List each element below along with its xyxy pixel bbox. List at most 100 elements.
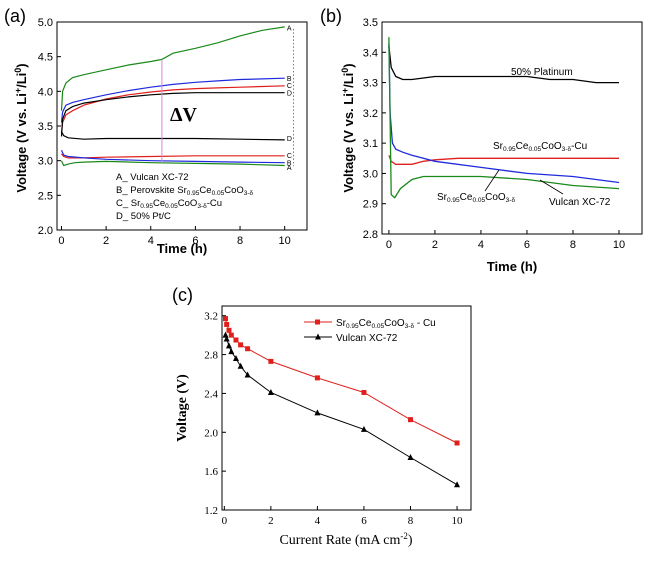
- b-ytick-label-5: 3.3: [363, 78, 378, 90]
- a-series-5-c: [61, 153, 285, 159]
- legend-a-item-a: A_ Vulcan XC-72: [116, 172, 189, 183]
- c-point-1-7: [267, 388, 274, 395]
- c-point-1-9: [360, 425, 367, 432]
- b-ytick-label-3: 3.1: [363, 138, 378, 150]
- b-ytick-label-7: 3.5: [363, 17, 378, 29]
- a-xtick-label-1: 2: [103, 235, 109, 247]
- a-xtick-label-5: 10: [279, 235, 291, 247]
- a-ytick-label-1: 2.5: [38, 190, 53, 202]
- c-point-0-10: [407, 417, 413, 423]
- panel-a-ylabel: Voltage (V vs. Li+/Li0): [13, 63, 29, 192]
- c-series-line-1: [225, 334, 458, 486]
- b-series-0-50-platinum: [388, 46, 619, 84]
- delta-v-annotation: ΔV: [170, 104, 198, 126]
- legend-c-red-marker: [315, 319, 320, 325]
- c-point-1-5: [237, 362, 244, 369]
- label-sr: Sr0.95Ce0.05CoO3-δ: [437, 192, 515, 204]
- c-point-0-0: [222, 316, 228, 322]
- a-ytick-label-4: 4.0: [38, 86, 53, 98]
- c-xtick-label-2: 4: [315, 515, 321, 527]
- label-50-platinum: 50% Platinum: [511, 67, 573, 78]
- c-point-1-2: [225, 342, 232, 349]
- b-xtick-label-0: 0: [386, 239, 392, 251]
- panel-a-xlabel: Time (h): [157, 241, 207, 256]
- panel-c-legend: Sr0.95Ce0.05CoO3-δ - Cu Vulcan XC-72: [304, 318, 436, 344]
- b-ytick-label-1: 2.9: [363, 199, 378, 211]
- legend-c-sr-cu: Sr0.95Ce0.05CoO3-δ - Cu: [336, 318, 436, 330]
- a-xtick-label-4: 8: [237, 235, 243, 247]
- b-xtick-label-5: 10: [613, 239, 625, 251]
- label-vulcan: Vulcan XC-72: [549, 197, 611, 208]
- a-end-label-3: D: [287, 91, 292, 98]
- legend-a-item-b: B_ Perovskite Sr0.95Ce0.05CoO3-δ: [116, 185, 254, 197]
- a-ytick-label-2: 3.0: [38, 156, 53, 168]
- a-end-label-5: C: [287, 153, 292, 160]
- a-end-label-1: B: [287, 76, 292, 83]
- a-series-7-a: [60, 160, 285, 167]
- b-xtick-label-1: 2: [432, 239, 438, 251]
- c-point-1-10: [407, 454, 414, 461]
- a-xtick-label-2: 4: [148, 235, 154, 247]
- a-xtick-label-3: 6: [192, 235, 198, 247]
- c-ytick-label-3: 2.4: [204, 388, 218, 400]
- c-point-0-6: [245, 346, 251, 352]
- label-sr-cu: Sr0.95Ce0.05CoO3-δ-Cu: [493, 141, 587, 153]
- panel-a-legend: A_ Vulcan XC-72 B_ Perovskite Sr0.95Ce0.…: [116, 172, 254, 222]
- c-xtick-label-5: 10: [452, 515, 464, 527]
- b-ytick-label-2: 3.0: [363, 168, 378, 180]
- c-point-1-3: [228, 348, 235, 355]
- c-point-0-11: [454, 440, 460, 446]
- a-ytick-label-6: 5.0: [38, 17, 53, 29]
- c-point-0-4: [233, 337, 239, 343]
- label-sr-pointer: [484, 169, 500, 192]
- c-xtick-label-1: 2: [268, 515, 274, 527]
- c-ytick-label-1: 1.6: [204, 466, 218, 478]
- a-end-label-6: B: [287, 161, 292, 168]
- a-series-0-a: [60, 26, 285, 111]
- b-ytick-label-0: 2.8: [363, 229, 378, 241]
- panel-c-ylabel: Voltage (V): [175, 374, 190, 442]
- panel-b-ylabel: Voltage (V vs. Li+/Li0): [340, 63, 356, 192]
- panel-c-frame: [221, 305, 472, 511]
- c-xtick-label-0: 0: [222, 515, 228, 527]
- panel-b-tag: (b): [320, 6, 342, 26]
- c-ytick-label-4: 2.8: [204, 350, 218, 362]
- c-point-1-6: [244, 371, 251, 378]
- a-series-4-d: [60, 131, 285, 141]
- panel-b-frame: [381, 21, 643, 235]
- a-xtick-label-0: 0: [58, 235, 64, 247]
- legend-a-item-d: D_ 50% Pt/C: [116, 211, 171, 222]
- b-series-3-vulcan-xc-72: [388, 37, 620, 199]
- a-ytick-label-5: 4.5: [38, 52, 53, 64]
- c-point-0-2: [226, 327, 232, 333]
- a-series-2-c: [60, 85, 285, 133]
- c-point-1-0: [222, 331, 229, 338]
- panel-c: (c) 0 2 4 6 8 10 1.2 1.6 2.0 2.4 2.8 3.2 Sr0.95Ce0.…: [172, 285, 472, 548]
- panel-b: (b) 0 2 4 6 8 10 2.8 2.9 3.0 3.1 3.2 3.3 3.4 3.5 50% …: [320, 6, 643, 274]
- b-ytick-label-4: 3.2: [363, 108, 378, 120]
- b-xtick-label-3: 6: [524, 239, 530, 251]
- b-series-2-sr0-95ce0-05coo3-: [388, 43, 620, 184]
- a-series-1-b: [60, 77, 285, 123]
- a-ytick-label-3: 3.5: [38, 121, 53, 133]
- c-xtick-label-4: 8: [408, 515, 414, 527]
- c-point-1-4: [232, 354, 239, 361]
- c-ytick-label-5: 3.2: [204, 311, 218, 323]
- c-point-0-5: [238, 342, 244, 348]
- a-series-6-b: [60, 150, 285, 164]
- b-ytick-label-6: 3.4: [363, 47, 378, 59]
- panel-c-xlabel: Current Rate (mA cm-2): [279, 531, 412, 548]
- a-ytick-label-0: 2.0: [38, 225, 53, 237]
- b-xtick-label-4: 8: [570, 239, 576, 251]
- c-ytick-label-2: 2.0: [204, 427, 218, 439]
- c-ytick-label-0: 1.2: [204, 505, 218, 517]
- c-point-1-1: [223, 335, 230, 342]
- a-end-label-0: A: [287, 26, 292, 33]
- a-end-label-4: D: [287, 136, 292, 143]
- b-xtick-label-2: 4: [478, 239, 484, 251]
- a-end-label-2: C: [287, 83, 292, 90]
- panel-b-xlabel: Time (h): [487, 259, 537, 274]
- a-end-label-7: A: [287, 165, 292, 172]
